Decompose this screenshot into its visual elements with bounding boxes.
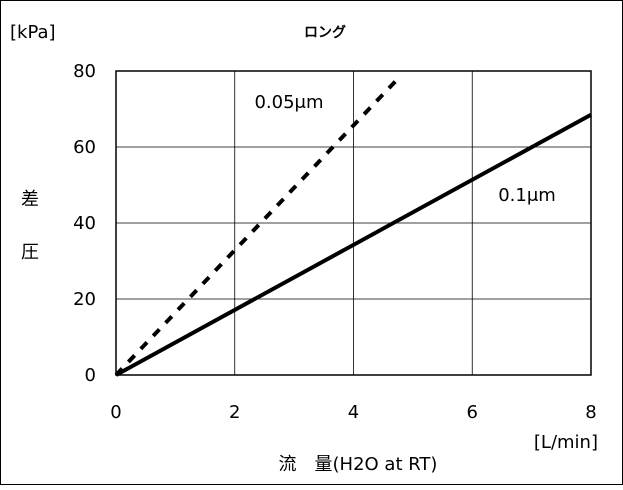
x-tick-label: 0: [110, 402, 121, 423]
y-tick-label: 60: [73, 137, 96, 158]
x-axis-label: 流 量(H2O at RT): [279, 454, 438, 475]
y-axis-label-1: 差: [21, 189, 39, 210]
x-axis-unit: [L/min]: [534, 432, 598, 453]
y-axis-label-2: 圧: [21, 242, 39, 263]
y-tick-label: 20: [73, 289, 96, 310]
series-line-0-05um: [114, 77, 400, 377]
x-tick-label: 6: [467, 402, 478, 423]
series-layer: [114, 77, 592, 377]
series-label-0-1um: 0.1μm: [498, 185, 556, 206]
y-tick-label: 40: [73, 213, 96, 234]
x-tick-label: 4: [348, 402, 359, 423]
y-axis-unit: [kPa]: [10, 22, 56, 43]
plot-area: [115, 70, 592, 376]
y-tick-labels: 0 20 40 60 80: [73, 61, 96, 386]
series-line-0-1um: [115, 112, 592, 377]
y-tick-label: 0: [85, 365, 96, 386]
grid: [116, 71, 591, 375]
x-tick-label: 2: [229, 402, 240, 423]
series-label-0-05um: 0.05μm: [254, 92, 323, 113]
y-tick-label: 80: [73, 61, 96, 82]
chart-title: ロング: [304, 24, 346, 41]
x-tick-labels: 0 2 4 6 8: [110, 402, 596, 423]
x-tick-label: 8: [585, 402, 596, 423]
